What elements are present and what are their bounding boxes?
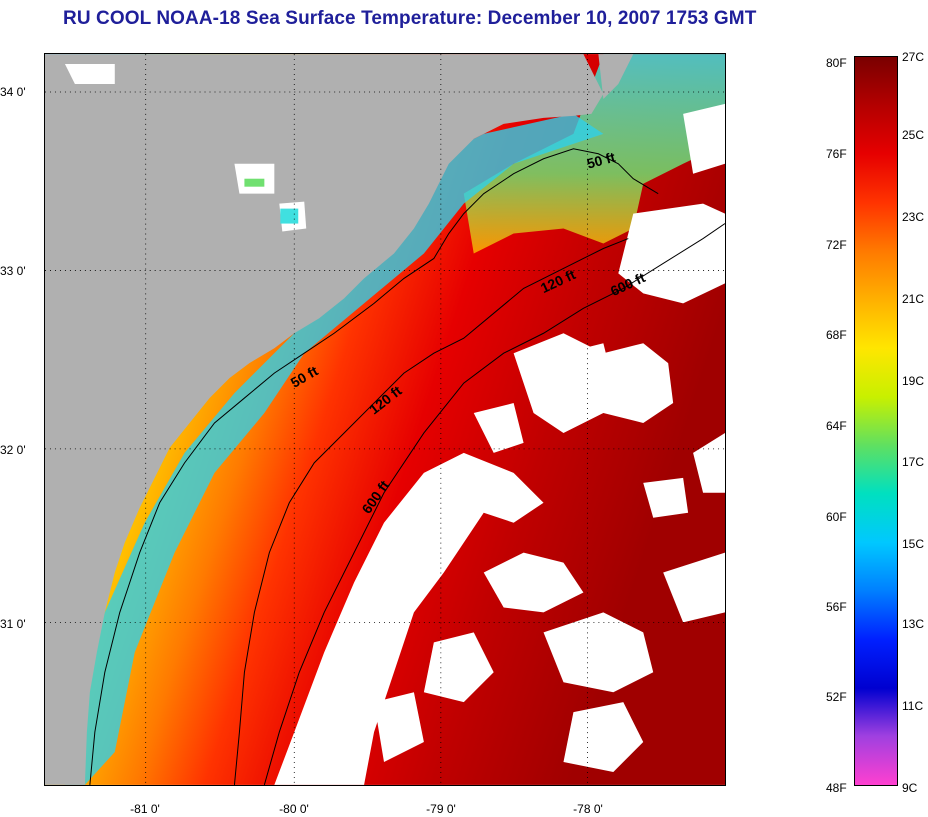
colorbar — [854, 56, 898, 786]
lake-patch — [280, 208, 299, 224]
colorbar-f-48: 48F — [826, 781, 847, 795]
colorbar-c-27: 27C — [902, 50, 925, 64]
lake-patch — [244, 178, 265, 187]
colorbar-c-25: 25C — [902, 128, 925, 142]
map-title: RU COOL NOAA-18 Sea Surface Temperature:… — [63, 8, 757, 29]
lat-label-32: 32 0' — [0, 443, 26, 457]
sst-coastal-cool-north — [463, 54, 725, 254]
colorbar-c-15: 15C — [902, 537, 925, 551]
sst-coastal-band — [64, 113, 604, 785]
contour-600ft — [263, 223, 725, 785]
contour-50ft — [89, 148, 659, 785]
colorbar-f-76: 76F — [826, 147, 847, 161]
lon-label-81: -81 0' — [130, 802, 160, 816]
colorbar-f-68: 68F — [826, 328, 847, 342]
lat-label-34: 34 0' — [0, 85, 26, 99]
colorbar-c-11: 11C — [902, 699, 924, 713]
colorbar-c-9: 9C — [902, 781, 918, 795]
bathymetry-contours — [89, 148, 725, 785]
land — [45, 54, 604, 785]
lat-label-31: 31 0' — [0, 617, 26, 631]
colorbar-c-19: 19C — [902, 374, 925, 388]
colorbar-f-52: 52F — [826, 690, 847, 704]
colorbar-f-72: 72F — [826, 238, 847, 252]
colorbar-f-80: 80F — [826, 56, 847, 70]
colorbar-f-56: 56F — [826, 600, 847, 614]
land-northeast — [598, 54, 634, 99]
sst-map: 50 ft 120 ft 600 ft 50 ft 120 ft 600 ft — [44, 53, 726, 786]
contour-120ft — [233, 238, 629, 785]
lon-label-80: -80 0' — [279, 802, 309, 816]
contour-label-50ft-north: 50 ft — [585, 149, 617, 172]
colorbar-f-60: 60F — [826, 510, 847, 524]
colorbar-c-17: 17C — [902, 455, 925, 469]
colorbar-f-64: 64F — [826, 419, 847, 433]
colorbar-c-21: 21C — [902, 292, 925, 306]
lon-label-78: -78 0' — [573, 802, 603, 816]
colorbar-c-13: 13C — [902, 617, 925, 631]
cloud-mask — [64, 64, 725, 785]
lon-label-79: -79 0' — [426, 802, 456, 816]
graticule — [45, 54, 725, 785]
colorbar-c-23: 23C — [902, 210, 925, 224]
lat-label-33: 33 0' — [0, 264, 26, 278]
